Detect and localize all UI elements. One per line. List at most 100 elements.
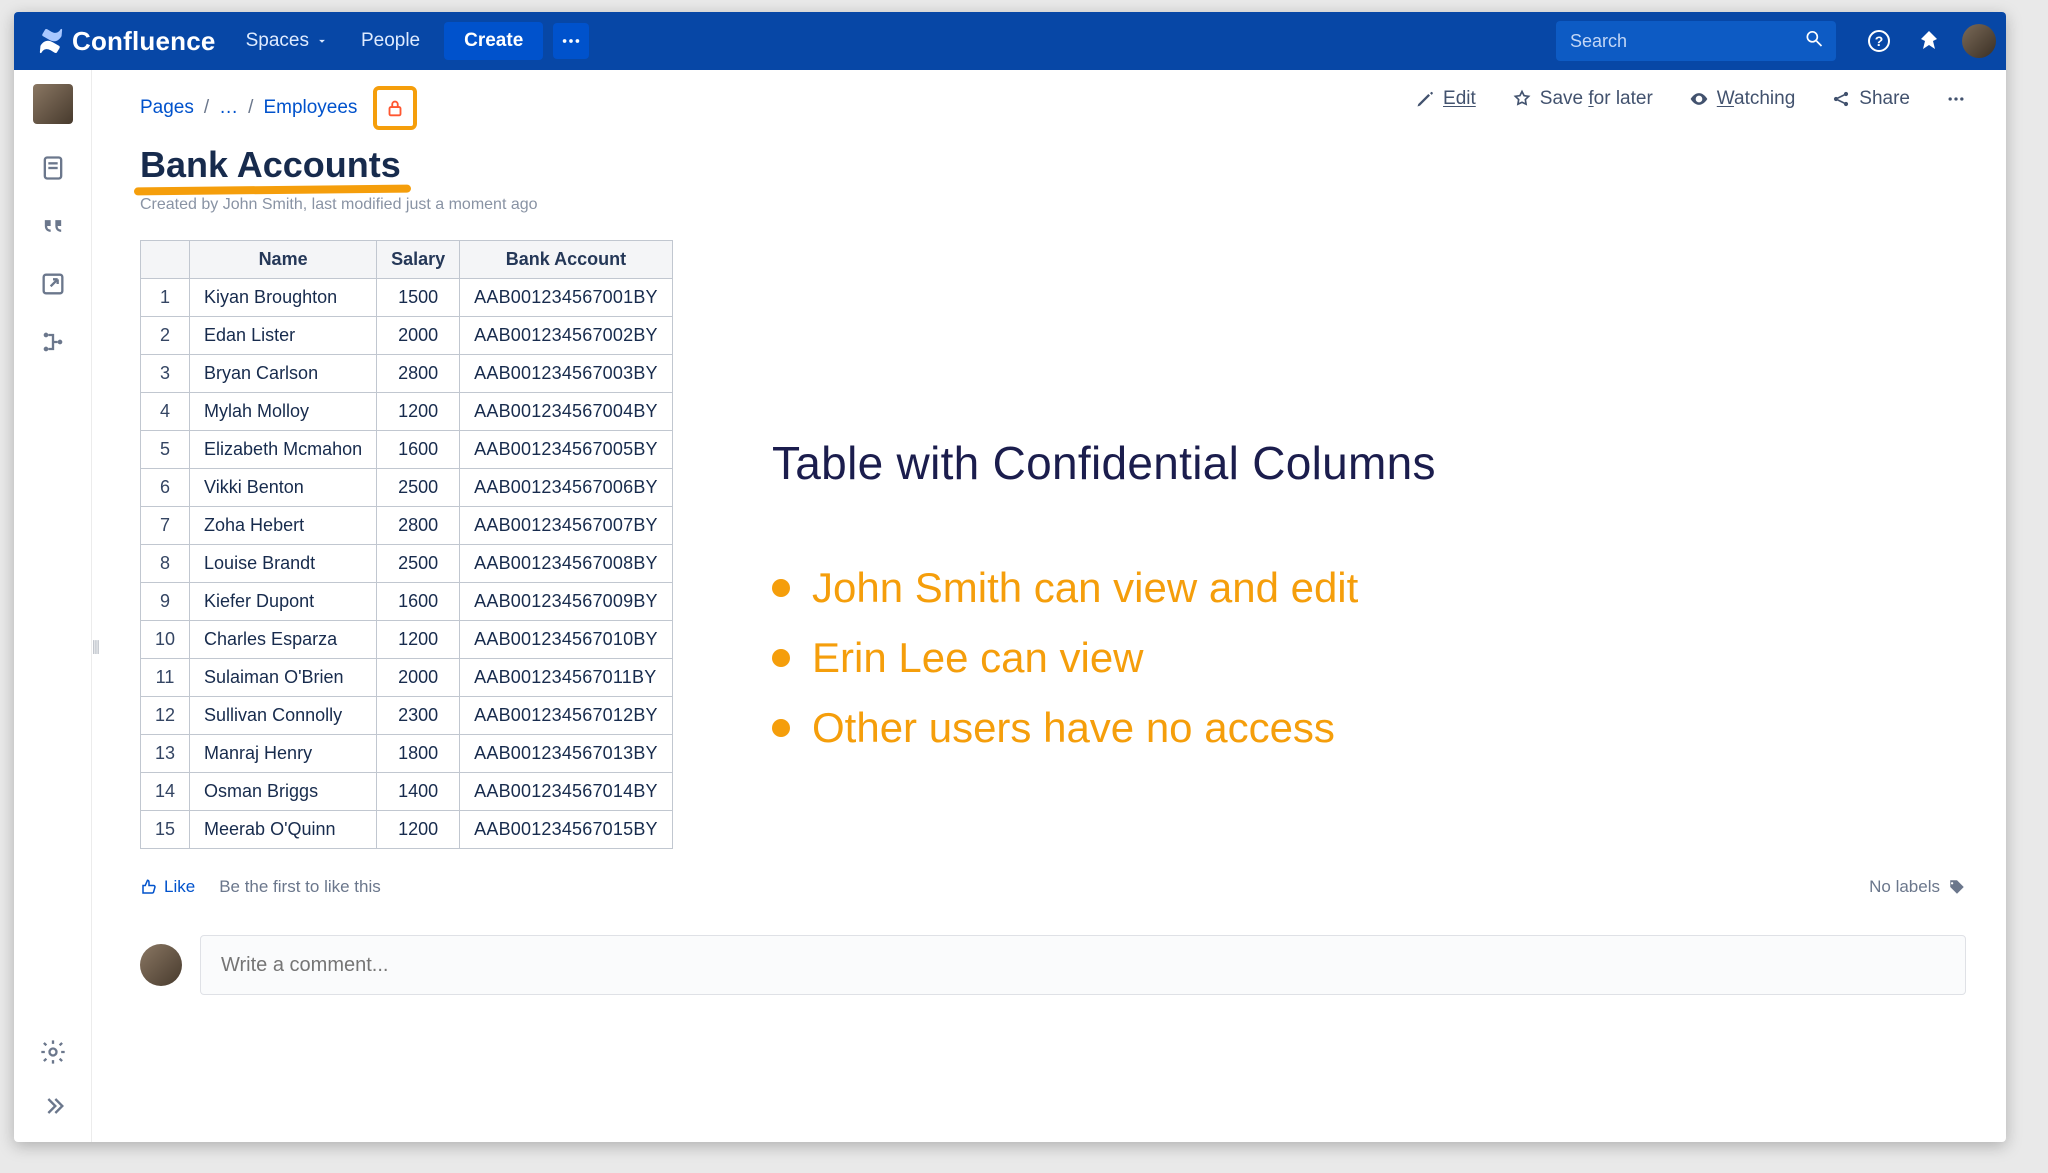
table-row: 13Manraj Henry1800AAB001234567013BY [141,735,673,773]
cell-salary: 2300 [377,697,460,735]
cell-account: AAB001234567005BY [460,431,673,469]
cell-name: Mylah Molloy [190,393,377,431]
create-button[interactable]: Create [444,22,543,60]
cell-account: AAB001234567007BY [460,507,673,545]
cell-name: Bryan Carlson [190,355,377,393]
page-actions: Edit Save for later Watching Share [1415,88,1966,110]
cell-account: AAB001234567009BY [460,583,673,621]
row-index: 5 [141,431,190,469]
table-row: 11Sulaiman O'Brien2000AAB001234567011BY [141,659,673,697]
crumb-sep: / [204,97,209,119]
annotation-overlay: Table with Confidential Columns John Smi… [772,436,1792,774]
cell-name: Charles Esparza [190,621,377,659]
bank-accounts-table: NameSalaryBank Account 1Kiyan Broughton1… [140,240,673,849]
cell-salary: 2000 [377,317,460,355]
cell-name: Sullivan Connolly [190,697,377,735]
annotation-bullet: Other users have no access [772,704,1792,752]
like-label: Like [164,877,195,897]
action-watch-label: Watching [1717,88,1796,110]
cell-salary: 1200 [377,811,460,849]
page-tree-icon[interactable] [39,328,67,356]
like-button[interactable]: Like [140,877,195,897]
action-save-label: Save for later [1540,88,1653,110]
quote-icon[interactable] [39,212,67,240]
table-row: 9Kiefer Dupont1600AAB001234567009BY [141,583,673,621]
page-byline: Created by John Smith, last modified jus… [140,196,1966,214]
table-row: 12Sullivan Connolly2300AAB001234567012BY [141,697,673,735]
shortcut-icon[interactable] [39,270,67,298]
comment-input[interactable] [200,935,1966,995]
cell-salary: 2000 [377,659,460,697]
more-horizontal-icon [560,30,582,52]
table-header: Name [190,241,377,279]
cell-salary: 2500 [377,469,460,507]
like-hint: Be the first to like this [219,877,381,897]
annotation-bullet: Erin Lee can view [772,634,1792,682]
action-share[interactable]: Share [1831,88,1910,110]
crumb-pages[interactable]: Pages [140,97,194,119]
action-more[interactable] [1946,89,1966,109]
cell-salary: 2800 [377,355,460,393]
search-input[interactable] [1556,21,1836,61]
row-index: 14 [141,773,190,811]
row-index: 13 [141,735,190,773]
row-index: 4 [141,393,190,431]
row-index: 7 [141,507,190,545]
comment-row [140,935,1966,995]
action-save[interactable]: Save for later [1512,88,1653,110]
nav-people[interactable]: People [345,12,436,70]
crumb-ellipsis[interactable]: … [219,97,238,119]
page-icon[interactable] [39,154,67,182]
cell-name: Zoha Hebert [190,507,377,545]
main-content: Pages / … / Employees Edit [92,70,2006,1142]
cell-name: Osman Briggs [190,773,377,811]
no-labels-text: No labels [1869,877,1940,897]
expand-rail-icon[interactable] [39,1092,67,1120]
nav-spaces[interactable]: Spaces [230,12,345,70]
more-horizontal-icon [1946,89,1966,109]
brand-label: Confluence [72,26,216,57]
cell-salary: 1600 [377,583,460,621]
row-index: 11 [141,659,190,697]
crumb-employees[interactable]: Employees [263,97,357,119]
action-share-label: Share [1859,88,1910,110]
table-row: 3Bryan Carlson2800AAB001234567003BY [141,355,673,393]
nav-more-button[interactable] [553,23,589,59]
tag-icon[interactable] [1948,878,1966,896]
brand[interactable]: Confluence [24,26,230,57]
cell-account: AAB001234567011BY [460,659,673,697]
left-rail [14,70,92,1142]
cell-name: Manraj Henry [190,735,377,773]
table-row: 2Edan Lister2000AAB001234567002BY [141,317,673,355]
cell-salary: 1200 [377,621,460,659]
cell-name: Vikki Benton [190,469,377,507]
thumbs-up-icon [140,878,158,896]
cell-account: AAB001234567008BY [460,545,673,583]
star-icon [1512,89,1532,109]
settings-icon[interactable] [39,1038,67,1066]
action-watch[interactable]: Watching [1689,88,1796,110]
table-row: 4Mylah Molloy1200AAB001234567004BY [141,393,673,431]
search [1556,21,1836,61]
help-icon[interactable]: ? [1862,24,1896,58]
annotation-title: Table with Confidential Columns [772,436,1792,490]
lock-icon[interactable] [384,97,406,119]
search-icon[interactable] [1804,29,1824,54]
row-index: 3 [141,355,190,393]
action-edit[interactable]: Edit [1415,88,1476,110]
notifications-icon[interactable] [1912,24,1946,58]
table-header: Salary [377,241,460,279]
cell-account: AAB001234567004BY [460,393,673,431]
table-row: 14Osman Briggs1400AAB001234567014BY [141,773,673,811]
cell-salary: 2500 [377,545,460,583]
profile-avatar[interactable] [1962,24,1996,58]
cell-account: AAB001234567014BY [460,773,673,811]
cell-salary: 1600 [377,431,460,469]
cell-account: AAB001234567001BY [460,279,673,317]
cell-account: AAB001234567015BY [460,811,673,849]
space-avatar[interactable] [33,84,73,124]
top-navbar: Confluence Spaces People Create ? [14,12,2006,70]
confluence-logo-icon [38,28,64,54]
table-row: 8Louise Brandt2500AAB001234567008BY [141,545,673,583]
action-edit-label: Edit [1443,88,1476,110]
